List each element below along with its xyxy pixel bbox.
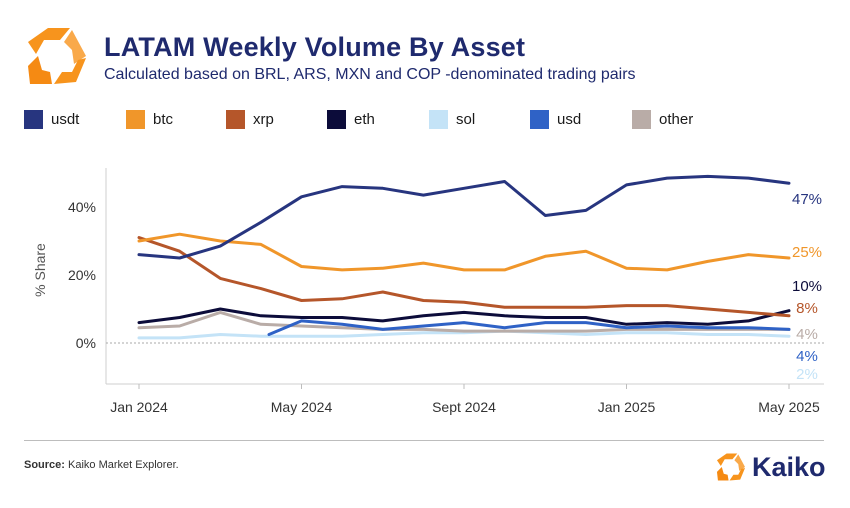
kaiko-small-logo-icon [716, 453, 746, 481]
page-subtitle: Calculated based on BRL, ARS, MXN and CO… [104, 66, 636, 83]
end-label-usdt: 47% [792, 191, 822, 208]
x-tick-label: Jan 2024 [110, 399, 168, 415]
legend-item-sol[interactable]: sol [429, 109, 475, 129]
series-line-xrp [137, 236, 791, 318]
x-tick-label: Sept 2024 [432, 399, 496, 415]
legend-swatch-eth [327, 109, 346, 129]
legend-item-eth[interactable]: eth [327, 109, 375, 129]
legend-item-btc[interactable]: btc [126, 109, 173, 129]
x-tick-label: May 2024 [271, 399, 333, 415]
page-title: LATAM Weekly Volume By Asset [104, 32, 526, 62]
series-line-eth [137, 307, 791, 326]
end-label-other: 4% [796, 326, 818, 343]
kaiko-logo-icon [28, 28, 86, 84]
legend-label-eth: eth [354, 110, 375, 128]
source-text: Kaiko Market Explorer. [68, 459, 179, 471]
y-tick-label: 0% [76, 335, 96, 351]
series-line-btc [137, 232, 791, 272]
source-note: Source: Kaiko Market Explorer. [24, 459, 179, 471]
chart-legend: usdt btc xrp eth sol usd other [24, 109, 824, 129]
x-tick-label: May 2025 [758, 399, 820, 415]
legend-swatch-other [632, 109, 651, 129]
legend-swatch-usdt [24, 109, 43, 129]
brand-name: Kaiko [752, 451, 826, 482]
y-tick-label: 20% [68, 267, 96, 283]
x-tick-label: Jan 2025 [598, 399, 656, 415]
legend-swatch-xrp [226, 109, 245, 129]
legend-swatch-btc [126, 109, 145, 129]
footer-divider [24, 440, 824, 441]
legend-item-xrp[interactable]: xrp [226, 109, 274, 129]
end-label-btc: 25% [792, 244, 822, 261]
legend-item-usdt[interactable]: usdt [24, 109, 79, 129]
end-label-usd: 4% [796, 348, 818, 365]
legend-label-usd: usd [557, 110, 582, 128]
series-line-usd [267, 319, 791, 336]
end-label-eth: 10% [792, 278, 822, 295]
legend-label-usdt: usdt [51, 110, 80, 128]
y-tick-label: 40% [68, 199, 96, 215]
series-line-usdt [137, 174, 791, 260]
legend-item-other[interactable]: other [632, 109, 693, 129]
legend-label-xrp: xrp [253, 110, 274, 128]
legend-label-sol: sol [456, 110, 476, 128]
legend-label-btc: btc [153, 110, 174, 128]
legend-swatch-usd [530, 109, 549, 129]
legend-label-other: other [659, 110, 694, 128]
legend-swatch-sol [429, 109, 448, 129]
brand-footer: Kaiko [716, 450, 826, 484]
end-label-xrp: 8% [796, 300, 818, 317]
end-label-sol: 2% [796, 366, 818, 383]
legend-item-usd[interactable]: usd [530, 109, 581, 129]
series-line-other [137, 310, 791, 333]
series-line-sol [137, 329, 791, 340]
y-axis-title: % Share [32, 243, 48, 297]
source-label: Source: [24, 459, 65, 471]
